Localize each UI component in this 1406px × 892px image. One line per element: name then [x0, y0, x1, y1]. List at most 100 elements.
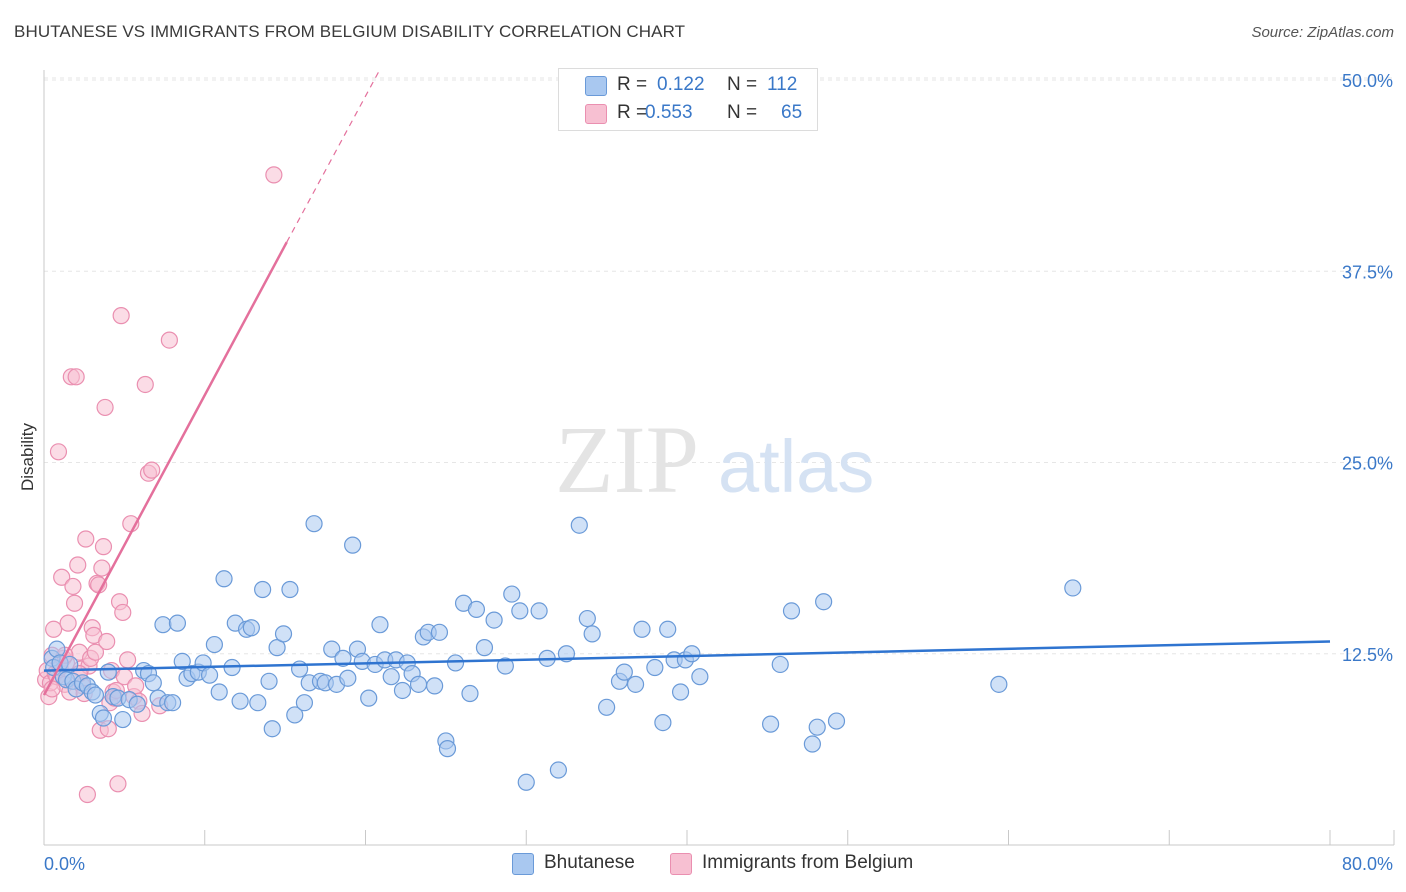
blue-data-point [409, 675, 428, 693]
pink-data-point [98, 632, 116, 651]
blue-data-point [254, 580, 272, 599]
blue-data-point [461, 684, 479, 703]
blue-data-point [691, 668, 709, 686]
blue-data-point [511, 602, 529, 620]
pink-data-point [112, 307, 130, 325]
blue-data-point [426, 677, 444, 695]
blue-data-point [570, 516, 588, 534]
blue-data-point [334, 649, 352, 667]
pink-data-point [78, 785, 97, 804]
gridlines [44, 77, 1394, 655]
pink-data-point [114, 603, 132, 622]
chart-title: BHUTANESE VS IMMIGRANTS FROM BELGIUM DIS… [14, 22, 686, 41]
blue-data-point [808, 718, 826, 736]
y-tick-label: 12.5% [1342, 645, 1393, 665]
pink-data-point [143, 461, 161, 479]
blue-data-point [503, 585, 521, 603]
blue-data-point [86, 686, 105, 704]
blue-data-point [671, 683, 690, 701]
correlation-legend: R = 0.122 N = 112 R = 0.553 N = 65 [558, 68, 818, 131]
blue-data-point [530, 602, 548, 620]
blue-data-point [659, 620, 677, 638]
pink-data-point [136, 375, 154, 394]
watermark-atlas: atlas [718, 425, 874, 508]
x-tick-label: 0.0% [44, 854, 85, 874]
blue-data-point [168, 614, 187, 632]
legend-label: Immigrants from Belgium [702, 852, 914, 873]
blue-data-point [626, 675, 645, 693]
pink-data-point [109, 775, 127, 793]
blue-data-point [281, 580, 299, 599]
y-tick-labels: 12.5% 25.0% 37.5% 50.0% [1342, 71, 1393, 665]
pink-data-point [65, 594, 84, 612]
pink-data-point [86, 643, 105, 661]
pink-data-point [118, 651, 137, 669]
blue-data-point [517, 773, 535, 791]
x-tick-labels: 0.0% 80.0% [44, 854, 1393, 874]
blue-data-point [990, 675, 1008, 693]
y-tick-label: 25.0% [1342, 454, 1393, 474]
legend-label: Bhutanese [544, 852, 635, 873]
blue-data-point [205, 635, 223, 654]
r-value: 0.553 [645, 102, 693, 123]
pink-swatch [585, 104, 607, 124]
blue-data-point [295, 694, 314, 712]
blue-data-point [286, 706, 304, 724]
source-credit: Source: ZipAtlas.com [1251, 24, 1394, 41]
blue-data-point [393, 681, 412, 700]
blue-data-point [646, 658, 664, 677]
blue-data-point [154, 616, 172, 634]
watermark: ZIP atlas [555, 406, 874, 513]
blue-data-point [200, 666, 219, 684]
blue-data-point [598, 698, 616, 716]
pink-swatch [670, 853, 692, 875]
x-tick-label: 80.0% [1342, 854, 1393, 874]
blue-data-point [360, 689, 378, 707]
pink-trend-line [42, 241, 288, 696]
pink-trend-extension [286, 72, 379, 243]
blue-data-point [344, 536, 362, 554]
pink-data-point [265, 166, 283, 184]
blue-data-point [683, 645, 701, 663]
blue-data-point [583, 625, 601, 643]
blue-data-point [475, 639, 494, 657]
blue-data-point [803, 735, 821, 753]
blue-data-point [242, 619, 260, 637]
y-axis-label: Disability [18, 422, 37, 491]
blue-data-point [382, 668, 400, 686]
blue-data-point [339, 669, 357, 687]
blue-data-point [446, 654, 465, 672]
pink-data-point [59, 614, 77, 632]
trend-lines [42, 72, 1331, 696]
pink-data-point [96, 398, 114, 417]
r-label: R = [617, 102, 648, 123]
blue-data-point [1064, 579, 1082, 597]
blue-data-point [438, 740, 457, 758]
n-label: N = [727, 102, 758, 123]
blue-data-point [782, 602, 801, 620]
y-tick-label: 37.5% [1342, 262, 1393, 282]
blue-data-point [268, 639, 286, 657]
blue-data-point [485, 611, 503, 629]
blue-swatch [585, 76, 607, 96]
y-tick-label: 50.0% [1342, 71, 1393, 91]
blue-data-point [144, 674, 162, 692]
pink-data-point [160, 331, 178, 349]
blue-data-point [371, 616, 389, 634]
blue-data-point [633, 620, 651, 638]
pink-data-point [93, 559, 111, 577]
blue-data-point [615, 663, 633, 681]
n-label: N = [727, 74, 758, 95]
blue-data-point [128, 695, 146, 713]
x-ticks [204, 830, 1395, 845]
blue-data-point [210, 683, 228, 701]
n-value: 65 [781, 102, 803, 123]
pink-data-point [53, 568, 71, 586]
blue-data-point [323, 640, 341, 658]
blue-data-point [771, 655, 789, 674]
blue-data-point [549, 761, 568, 779]
watermark-zip: ZIP [555, 406, 699, 513]
blue-data-point [654, 713, 672, 732]
blue-data-point [305, 515, 323, 533]
